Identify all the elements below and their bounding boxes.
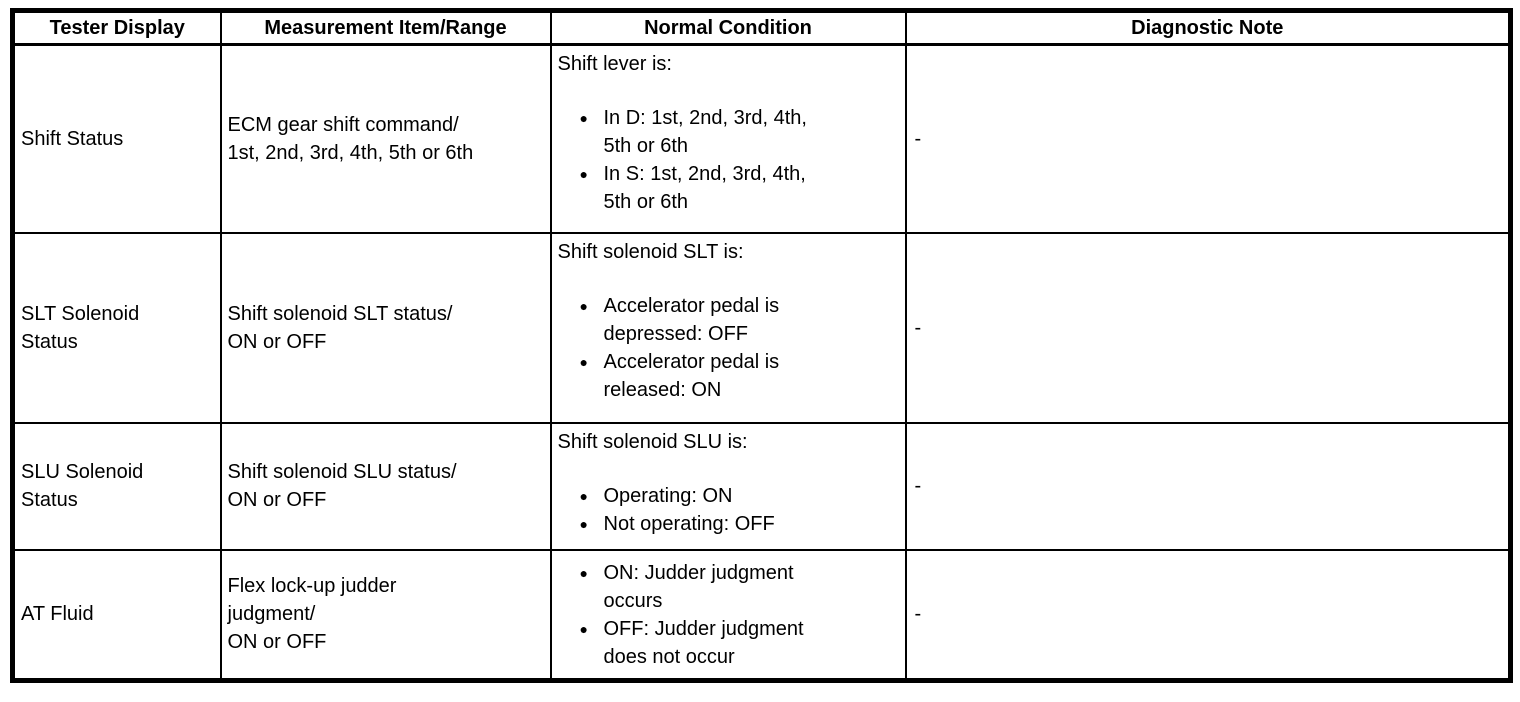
- normal-condition-cell: Shift solenoid SLU is: ● Operating: ON ●…: [549, 421, 907, 551]
- normal-condition-intro: Shift solenoid SLU is:: [557, 430, 748, 453]
- diagnostic-note-value: -: [904, 548, 1512, 682]
- measurement-item-range-value: Shift solenoid SLT status/ ON or OFF: [219, 231, 552, 424]
- normal-condition-cell: Shift solenoid SLT is: ● Accelerator ped…: [549, 231, 907, 424]
- bullet-text: Operating: ON: [603, 484, 733, 507]
- bullet-icon: ●: [579, 297, 588, 314]
- table-row-shift-status: Shift Status ECM gear shift command/ 1st…: [11, 43, 1512, 234]
- list-item: ● OFF: Judder judgment does not occur: [558, 615, 899, 671]
- list-item: ● In D: 1st, 2nd, 3rd, 4th, 5th or 6th: [558, 104, 899, 160]
- bullet-icon: ●: [579, 515, 588, 532]
- bullet-icon: ●: [579, 166, 588, 182]
- bullet-text: In D: 1st, 2nd, 3rd, 4th, 5th or 6th: [603, 107, 807, 157]
- diagnostic-note-value: -: [904, 231, 1512, 424]
- header-normal-condition: Normal Condition: [549, 9, 907, 46]
- table-header-row: Tester Display Measurement Item/Range No…: [11, 9, 1512, 46]
- normal-condition-bullet-list: ● Accelerator pedal is depressed: OFF ● …: [558, 292, 899, 404]
- normal-condition-bullet-list: ● In D: 1st, 2nd, 3rd, 4th, 5th or 6th ●…: [558, 104, 899, 216]
- table-row-at-fluid: AT Fluid Flex lock-up judder judgment/ O…: [11, 548, 1512, 682]
- measurement-item-range-value: Shift solenoid SLU status/ ON or OFF: [219, 421, 552, 551]
- list-item: ● In S: 1st, 2nd, 3rd, 4th, 5th or 6th: [558, 160, 899, 216]
- tester-display-value: Shift Status: [11, 43, 222, 234]
- normal-condition-intro: Shift solenoid SLT is:: [557, 240, 744, 263]
- tester-display-value: SLU Solenoid Status: [11, 421, 222, 551]
- bullet-text: Accelerator pedal is depressed: OFF: [603, 294, 780, 345]
- list-item: ● Not operating: OFF: [558, 510, 899, 538]
- table-row-slt-solenoid-status: SLT Solenoid Status Shift solenoid SLT s…: [11, 231, 1512, 424]
- header-tester-display: Tester Display: [11, 9, 222, 46]
- normal-condition-intro: Shift lever is:: [557, 53, 672, 75]
- measurement-item-range-value: ECM gear shift command/ 1st, 2nd, 3rd, 4…: [219, 43, 552, 234]
- data-list-table: Tester Display Measurement Item/Range No…: [10, 8, 1513, 683]
- list-item: ● Operating: ON: [558, 482, 899, 510]
- bullet-text: ON: Judder judgment occurs: [603, 561, 794, 612]
- tester-display-value: AT Fluid: [11, 548, 222, 682]
- normal-condition-cell: Shift lever is: ● In D: 1st, 2nd, 3rd, 4…: [549, 43, 907, 234]
- bullet-text: In S: 1st, 2nd, 3rd, 4th, 5th or 6th: [603, 163, 806, 213]
- bullet-text: Accelerator pedal is released: ON: [603, 350, 780, 401]
- bullet-icon: ●: [579, 564, 588, 581]
- normal-condition-bullet-list: ● ON: Judder judgment occurs ● OFF: Judd…: [558, 559, 899, 671]
- header-diagnostic-note: Diagnostic Note: [904, 9, 1512, 46]
- list-item: ● Accelerator pedal is released: ON: [558, 348, 899, 404]
- bullet-icon: ●: [579, 353, 588, 370]
- header-measurement-item-range: Measurement Item/Range: [219, 9, 552, 46]
- tester-display-value: SLT Solenoid Status: [11, 231, 222, 424]
- measurement-item-range-value: Flex lock-up judder judgment/ ON or OFF: [219, 548, 552, 682]
- diagnostic-note-value: -: [904, 43, 1512, 234]
- normal-condition-bullet-list: ● Operating: ON ● Not operating: OFF: [558, 482, 899, 538]
- list-item: ● Accelerator pedal is depressed: OFF: [558, 292, 899, 348]
- bullet-text: Not operating: OFF: [603, 512, 775, 535]
- bullet-icon: ●: [579, 620, 588, 637]
- bullet-icon: ●: [579, 487, 588, 504]
- table-row-slu-solenoid-status: SLU Solenoid Status Shift solenoid SLU s…: [11, 421, 1512, 551]
- normal-condition-cell: ● ON: Judder judgment occurs ● OFF: Judd…: [549, 548, 907, 682]
- diagnostic-note-value: -: [904, 421, 1512, 551]
- list-item: ● ON: Judder judgment occurs: [558, 559, 899, 615]
- bullet-icon: ●: [579, 110, 588, 126]
- bullet-text: OFF: Judder judgment does not occur: [603, 617, 804, 668]
